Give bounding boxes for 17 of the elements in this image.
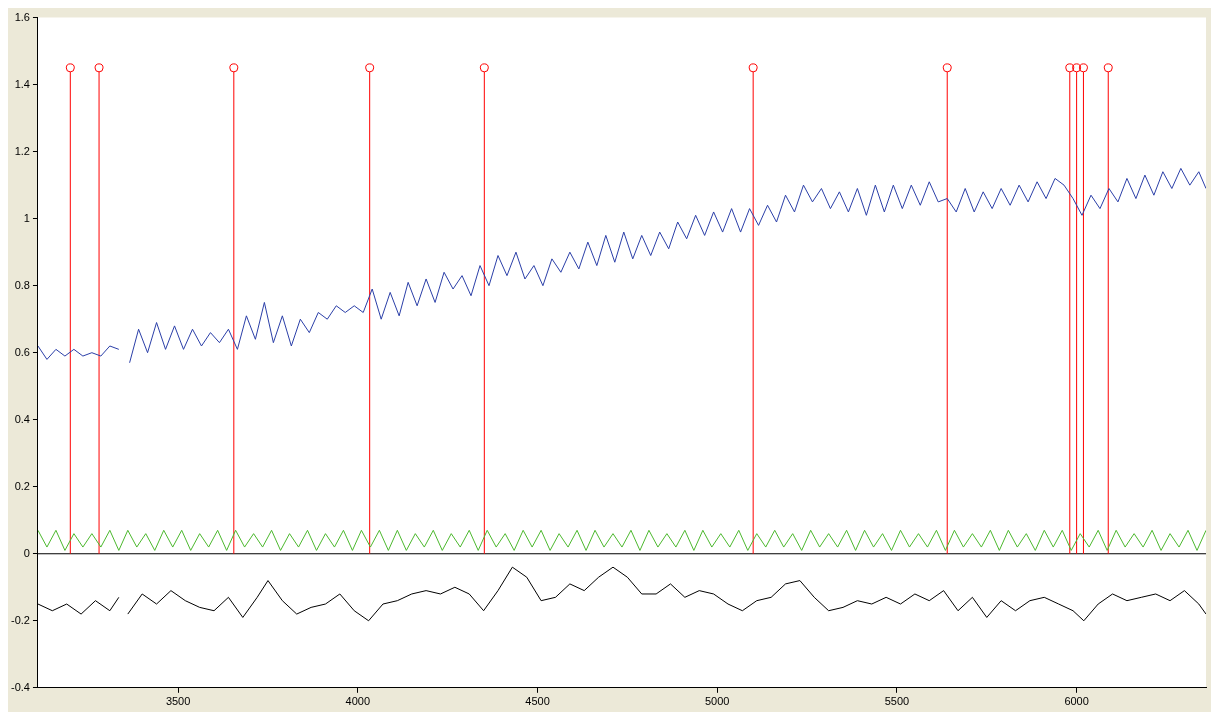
- y-tick-label: -0.4: [10, 680, 30, 693]
- y-tick-label: 1.6: [14, 10, 30, 23]
- x-tick-label: 4500: [525, 695, 550, 708]
- y-tick-label: 0: [23, 546, 30, 559]
- x-tick-label: 3500: [165, 695, 191, 708]
- y-tick-label: 0.2: [14, 479, 30, 492]
- y-tick-label: 0.4: [14, 412, 30, 425]
- x-tick-label: 5500: [884, 695, 910, 708]
- y-tick-label: 1.4: [14, 77, 30, 90]
- x-tick-label: 4000: [345, 695, 371, 708]
- y-tick-label: -0.2: [10, 613, 30, 626]
- y-tick-label: 1.2: [14, 144, 30, 157]
- x-tick-label: 5000: [704, 695, 730, 708]
- y-tick-label: 0.6: [14, 345, 30, 358]
- y-tick-label: 1: [23, 211, 30, 224]
- y-tick-label: 0.8: [14, 278, 30, 291]
- x-tick-label: 6000: [1064, 695, 1089, 708]
